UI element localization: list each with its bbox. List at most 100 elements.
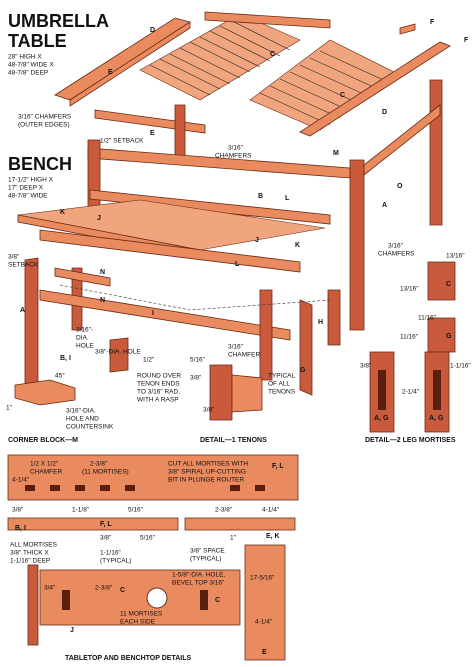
part-letter: N	[100, 269, 105, 276]
dim: 2-3/8"	[215, 507, 233, 514]
detail-drawings	[14, 261, 456, 433]
part-letter: A	[20, 307, 25, 314]
note: HOLE AND	[66, 416, 99, 423]
part-letter: A, G	[374, 415, 389, 422]
note: CHAMFERS	[215, 153, 252, 160]
dim: 3/8"	[203, 407, 215, 414]
part-letter: C	[120, 587, 125, 594]
note: 3/8"-DIA. HOLE	[95, 349, 141, 356]
part-letter: C	[446, 281, 451, 288]
dim: 13/16"	[400, 286, 419, 293]
part-letter: K	[295, 242, 300, 249]
detail-title: DETAIL—1 TENONS	[200, 437, 267, 444]
note: 3/16"	[228, 145, 244, 152]
title: TABLE	[8, 31, 67, 51]
note: 3/16"-DIA.	[66, 408, 96, 415]
detail-title: CORNER BLOCK—M	[8, 437, 78, 444]
part-letter: E	[108, 69, 113, 76]
note: TENONS	[268, 389, 296, 396]
part-letter: J	[70, 627, 74, 634]
note: WITH A RASP	[137, 397, 179, 404]
note: EACH SIDE	[120, 619, 156, 626]
dim: 1-1/16"	[450, 363, 471, 370]
part-letter: G	[446, 333, 452, 340]
part-letter: F	[430, 19, 435, 26]
table-drawing	[54, 11, 451, 331]
dim: 28" HIGH X	[8, 54, 42, 61]
dim: 3/8"	[190, 375, 202, 382]
part-letter: E	[150, 130, 155, 137]
dim: 1"	[230, 535, 237, 542]
note: CUT ALL MORTISES WITH	[168, 461, 248, 468]
note: OF ALL	[268, 381, 290, 388]
note: BIT IN PLUNGE ROUTER	[168, 477, 244, 484]
note: 3/8" SPIRAL UP-CUTTING	[168, 469, 246, 476]
note: SETBACK	[8, 262, 39, 269]
note: DIA.	[76, 335, 89, 342]
note: (11 MORTISES)	[82, 469, 129, 476]
part-letter: D	[150, 27, 155, 34]
dim: 5/16"	[140, 535, 156, 542]
note: BEVEL TOP 3/16"	[172, 580, 225, 587]
part-letter: C	[270, 51, 275, 58]
dim: 3/4"	[44, 585, 56, 592]
note: 3/8" THICK X	[10, 550, 49, 557]
part-letter: F	[464, 37, 469, 44]
dim: 48-7/8" WIDE X	[8, 62, 54, 69]
dim: 1-1/16"	[100, 550, 121, 557]
dim: 13/16"	[446, 253, 465, 260]
note: 1/2" SETBACK	[100, 138, 144, 145]
note: ROUND OVER	[137, 373, 181, 380]
dim: 2-1/4"	[402, 389, 420, 396]
part-letter: E	[262, 649, 267, 656]
note: CHAMFER	[30, 469, 62, 476]
part: B, I	[60, 355, 71, 362]
dim: 5/16"	[190, 357, 206, 364]
note: 1-1/16" DEEP	[10, 558, 50, 565]
dim: 17-1/2" HIGH X	[8, 177, 54, 184]
dim: 1"	[6, 405, 13, 412]
dim: 45°	[55, 372, 65, 380]
part-letter: A, G	[429, 415, 444, 422]
note: (OUTER EDGES)	[18, 122, 70, 129]
part-letter: G	[300, 367, 306, 374]
dim: 11/16"	[418, 315, 437, 322]
note: CHAMFER	[228, 352, 260, 359]
note: HOLE	[76, 343, 94, 350]
dim: 1-1/8"	[72, 507, 90, 514]
note: 3/16"	[228, 344, 244, 351]
note: 3/8" SPACE	[190, 548, 225, 555]
note: 11 MORTISES	[120, 611, 163, 618]
note: TENON ENDS	[137, 381, 180, 388]
part-letter: F, L	[272, 463, 284, 470]
dim: 3/8"	[360, 363, 372, 370]
part-letter: J	[255, 237, 259, 244]
part-letter: M	[333, 150, 339, 157]
part-letter: L	[235, 261, 240, 268]
dim: 2-3/8"	[90, 461, 108, 468]
dim: 17-5/16"	[250, 575, 275, 582]
dim: 1/2"	[143, 357, 155, 364]
note: 3/8"	[8, 254, 20, 261]
note: 3/16"-	[76, 327, 93, 334]
dim: 3/8"	[100, 535, 112, 542]
part-letter: K	[60, 209, 65, 216]
dim: 2-3/8"	[95, 585, 113, 592]
title: UMBRELLA	[8, 11, 109, 31]
part-letter: N	[100, 297, 105, 304]
part-letter: H	[318, 319, 323, 326]
note: 1-5/8"-DIA. HOLE,	[172, 572, 225, 579]
part-letter: E, K	[266, 533, 280, 540]
part-letter: A	[382, 202, 387, 209]
dim: 17" DEEP X	[8, 185, 44, 192]
note: (TYPICAL)	[100, 558, 131, 565]
part-letter: B, I	[15, 525, 26, 532]
dim: 4-1/4"	[262, 507, 280, 514]
part-letter: L	[285, 195, 290, 202]
dim: 4-1/4"	[255, 619, 273, 626]
note: TO 3/16" RAD.	[137, 389, 180, 396]
detail-title: DETAIL—2 LEG MORTISES	[365, 437, 456, 444]
part-letter: F, L	[100, 521, 112, 528]
bench-drawing	[17, 199, 341, 396]
dim: 48-7/8" DEEP	[8, 70, 48, 77]
